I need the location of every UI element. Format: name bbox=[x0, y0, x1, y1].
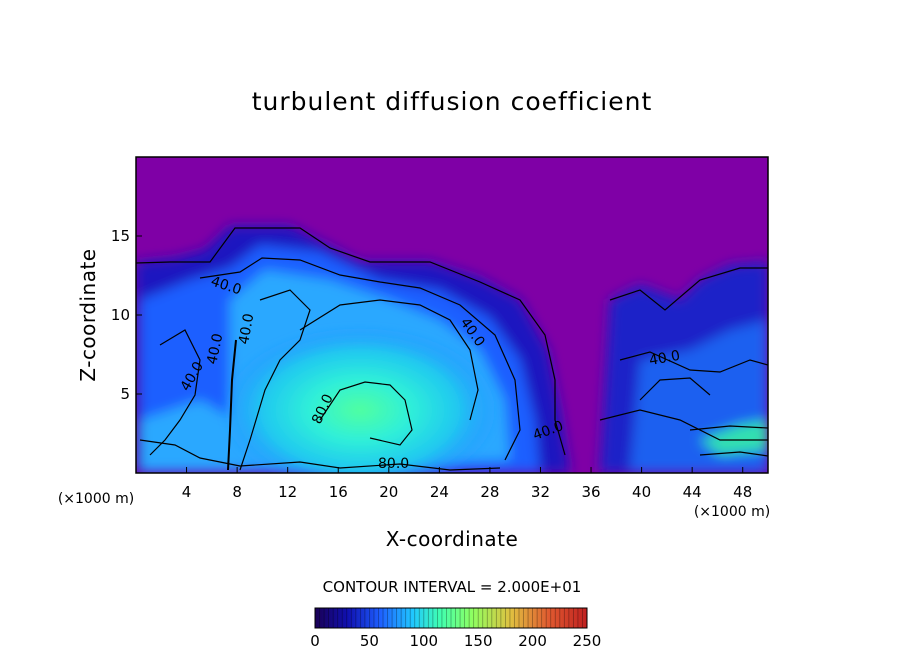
x-tick-label: 48 bbox=[733, 483, 752, 501]
x-unit-label: (×1000 m) bbox=[694, 504, 770, 520]
x-tick-label: 8 bbox=[232, 483, 242, 501]
colorbar-hatching bbox=[314, 608, 588, 628]
contour-interval: CONTOUR INTERVAL = 2.000E+01 bbox=[323, 578, 582, 596]
x-axis-label: X-coordinate bbox=[386, 527, 519, 551]
x-tick-label: 16 bbox=[329, 483, 348, 501]
colorbar-tick-label: 50 bbox=[360, 632, 379, 650]
colorbar-frame bbox=[314, 607, 588, 629]
y-tick-label: 5 bbox=[120, 385, 130, 403]
y-unit-label: (×1000 m) bbox=[58, 491, 134, 507]
contour-label: 40.0 bbox=[236, 312, 257, 345]
contour-label: 40.0 bbox=[648, 348, 681, 369]
colorbar-tick-label: 200 bbox=[518, 632, 547, 650]
x-tick-label: 20 bbox=[379, 483, 398, 501]
contour-label: 40.0 bbox=[204, 332, 226, 366]
y-tick-label: 15 bbox=[111, 227, 130, 245]
x-tick-label: 40 bbox=[632, 483, 651, 501]
colorbar-ticks: 0 50 100 150 200 250 bbox=[310, 632, 601, 650]
colorbar-tick-label: 0 bbox=[310, 632, 320, 650]
colorbar-tick-label: 150 bbox=[464, 632, 493, 650]
colorbar: 0 50 100 150 200 250 bbox=[310, 607, 601, 650]
colorbar-tick-label: 100 bbox=[409, 632, 438, 650]
x-tick-label: 12 bbox=[278, 483, 297, 501]
chart-title: turbulent diffusion coefficient bbox=[252, 87, 653, 116]
colorbar-tick-label: 250 bbox=[573, 632, 602, 650]
contour-label: 80.0 bbox=[378, 456, 409, 472]
vortex-core bbox=[220, 325, 500, 473]
x-tick-label: 4 bbox=[182, 483, 192, 501]
x-tick-label: 44 bbox=[683, 483, 702, 501]
y-tick-label: 10 bbox=[111, 306, 130, 324]
x-tick-label: 32 bbox=[531, 483, 550, 501]
x-tick-label: 24 bbox=[430, 483, 449, 501]
y-axis-label: Z-coordinate bbox=[76, 248, 100, 381]
x-axis: 4 8 12 16 20 24 28 32 36 40 44 48 bbox=[182, 467, 752, 501]
x-tick-label: 28 bbox=[480, 483, 499, 501]
colorbar-gradient bbox=[315, 608, 587, 628]
contour-lines bbox=[136, 227, 768, 471]
x-tick-label: 36 bbox=[581, 483, 600, 501]
plot-area: 40.0 40.0 40.0 40.0 40.0 80.0 80.0 40.0 … bbox=[136, 157, 768, 473]
y-axis: 5 10 15 bbox=[111, 227, 142, 403]
